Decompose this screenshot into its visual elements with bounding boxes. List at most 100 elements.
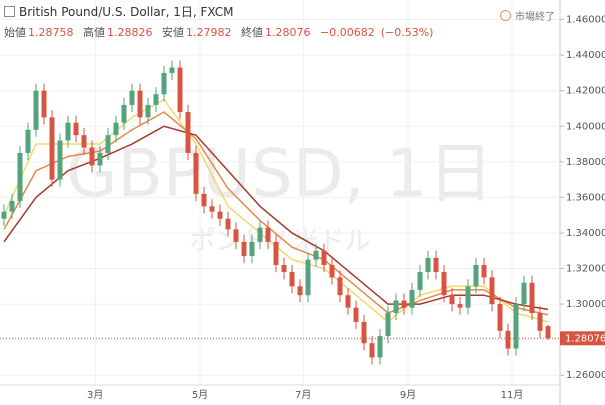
candle-body xyxy=(393,300,399,313)
header: British Pound/U.S. Dollar, 1日, FXCM 始値 1.… xyxy=(4,3,439,40)
candle-body xyxy=(321,250,327,265)
candle-body xyxy=(105,135,111,153)
candle-body xyxy=(33,90,39,130)
candle-body xyxy=(521,282,527,305)
x-tick-label: 11月 xyxy=(501,389,524,401)
candle-body xyxy=(257,227,263,242)
ohlc-label: 高値 xyxy=(83,26,105,39)
candle-body xyxy=(297,286,303,296)
watermark: GBPUSD, 1日 xyxy=(66,135,493,212)
candle-body xyxy=(145,104,151,118)
icon xyxy=(4,6,15,17)
candle-body xyxy=(457,304,463,308)
candle-body xyxy=(409,289,415,308)
symbol-title: British Pound/U.S. Dollar, 1日, FXCM xyxy=(19,5,234,19)
ohlc-label: 終値 xyxy=(241,26,263,39)
moving-average xyxy=(3,125,549,311)
candle-body xyxy=(9,200,15,212)
y-tick-label: 1.30000 xyxy=(566,299,605,310)
candle-body xyxy=(489,277,495,305)
candle-body xyxy=(249,241,255,257)
y-tick-label: 1.36000 xyxy=(566,192,605,203)
change-pct: (−0.53%) xyxy=(380,26,434,39)
watermark-sub: ポンド / 米ドル xyxy=(189,227,370,257)
candle-body xyxy=(505,330,511,349)
candle-body xyxy=(433,257,439,273)
candle-body xyxy=(121,104,127,123)
x-tick-label: 7月 xyxy=(295,389,311,401)
candle-body xyxy=(473,264,479,287)
ohlc-label: 安値 xyxy=(162,26,184,39)
candle-body xyxy=(265,227,271,242)
candle-body xyxy=(385,312,391,337)
candle-body xyxy=(113,122,119,136)
y-tick-label: 1.40000 xyxy=(566,121,605,132)
y-tick-label: 1.46000 xyxy=(566,15,605,26)
x-tick-label: 3月 xyxy=(87,389,103,401)
candle-body xyxy=(137,90,143,118)
candle-body xyxy=(241,241,247,257)
candle-body xyxy=(353,307,359,322)
candle-body xyxy=(153,94,159,105)
candle-body xyxy=(209,206,215,212)
y-tick-label: 1.38000 xyxy=(566,157,605,168)
ohlc-row: 始値 1.28758 高値 1.28826 安値 1.27982 終値 1.28076 … xyxy=(4,24,439,40)
ohlc-value: 1.28826 xyxy=(107,26,153,39)
candle-body xyxy=(449,295,455,305)
candle-body xyxy=(537,312,543,331)
candle-body xyxy=(193,152,199,194)
candle-body xyxy=(497,304,503,331)
candle-body xyxy=(545,326,551,339)
candle-body xyxy=(481,264,487,278)
candle-body xyxy=(441,272,447,296)
market-status: 市場終了 xyxy=(500,8,555,23)
candle-body xyxy=(201,193,207,207)
ohlc-value: 1.28076 xyxy=(265,26,311,39)
candle-body xyxy=(89,147,95,166)
last-price-label: 1.28076 xyxy=(565,333,605,344)
candle-body xyxy=(305,259,311,296)
candle-body xyxy=(425,257,431,273)
candle-body xyxy=(41,90,47,118)
candle-body xyxy=(81,135,87,148)
candle-body xyxy=(289,272,295,287)
candle-body xyxy=(233,229,239,242)
candle-body xyxy=(513,304,519,349)
last-price-box xyxy=(560,331,605,346)
ohlc-label: 始値 xyxy=(4,26,26,39)
candle-body xyxy=(17,152,23,201)
candle-body xyxy=(281,264,287,273)
y-tick-label: 1.42000 xyxy=(566,86,605,97)
candle-body xyxy=(337,277,343,296)
x-tick-label: 5月 xyxy=(192,389,208,401)
y-tick-label: 1.34000 xyxy=(566,228,605,239)
ohlc-value: 1.27982 xyxy=(186,26,232,39)
moving-average xyxy=(3,111,549,316)
candle-body xyxy=(361,321,367,344)
candle-body xyxy=(401,300,407,308)
candle-body xyxy=(49,117,55,180)
candle-body xyxy=(313,250,319,260)
candle-body xyxy=(97,152,103,166)
candle-body xyxy=(329,264,335,278)
change: −0.00682 xyxy=(320,26,375,39)
x-tick-label: 9月 xyxy=(400,389,416,401)
candle-body xyxy=(369,343,375,358)
candle-body xyxy=(169,67,175,73)
candle-body xyxy=(185,112,191,153)
candle-body xyxy=(529,282,535,313)
candle-body xyxy=(25,129,31,153)
candle-body xyxy=(345,295,351,308)
candle-body xyxy=(1,211,7,219)
y-tick-label: 1.44000 xyxy=(566,50,605,61)
candle-body xyxy=(177,67,183,113)
candle-body xyxy=(377,336,383,358)
candle-body xyxy=(57,140,63,180)
clock-icon xyxy=(500,10,511,21)
candle-body xyxy=(65,122,71,141)
status-text: 市場終了 xyxy=(515,12,555,23)
y-tick-label: 1.32000 xyxy=(566,264,605,275)
candle-body xyxy=(217,211,223,219)
